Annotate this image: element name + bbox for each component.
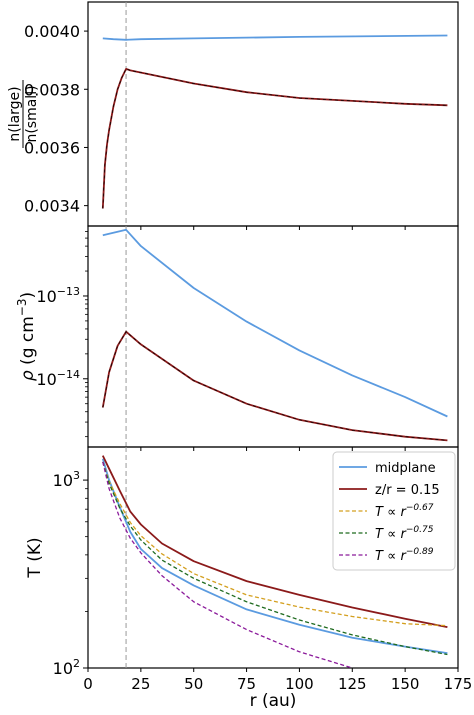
xtick-label: 150 [391,675,420,693]
ytick-label: 0.0036 [24,138,80,157]
xtick-label: 25 [131,675,150,693]
legend-label: T ∝ r−0.89 [375,547,434,564]
ylabel-denominator: n(small) [24,85,40,142]
ylabel-bottom: T (K) [25,537,45,578]
ytick-base: 10 [53,659,73,678]
ytick-label: 103 [53,469,80,490]
legend-label: midplane [375,461,436,476]
series-line-top-1 [101,68,448,209]
ylabel-middle: ρ (g cm−3) [15,292,38,381]
legend-label: T ∝ r−0.75 [375,525,434,542]
xtick-label: 125 [338,675,367,693]
legend-label-base: T ∝ r [375,549,407,564]
ytick-label: 0.0038 [24,80,80,99]
ytick-label: 0.0040 [24,22,80,41]
series-line-bottom-0 [101,458,448,654]
xtick-label: 50 [184,675,203,693]
ytick-exponent: 3 [73,469,80,482]
series-line-bottom-2 [102,461,448,627]
series-line-bottom-4 [102,461,353,669]
series-overlay-middle [102,331,448,441]
ytick-base: 10 [53,471,73,490]
legend-label: z/r = 0.15 [375,483,440,498]
xtick-label: 0 [83,675,93,693]
series-line-middle-1 [101,330,448,442]
legend-label-base: T ∝ r [375,527,407,542]
ylabel-part: ρ [18,370,38,381]
xtick-label: 75 [237,675,256,693]
ytick-base: 10 [36,287,56,306]
xlabel: r (au) [250,691,297,711]
ytick-label: 0.0034 [24,197,80,216]
legend-label-exp: −0.75 [406,525,434,535]
series-line-middle-0 [102,228,448,418]
ytick-exponent: −14 [57,368,80,381]
ytick-label: 102 [53,657,80,678]
legend-label-base: T ∝ r [375,505,407,520]
ytick-exponent: 2 [73,657,80,670]
ylabel-top: n(large) n(small) [7,80,40,148]
ylabel-part: −3 [15,299,29,317]
series-line-bottom-1 [101,455,448,628]
xtick-label: 175 [444,675,473,693]
ytick-base: 10 [36,370,56,389]
legend-label-exp: −0.67 [406,503,434,513]
ylabel-numerator: n(large) [7,86,23,141]
ylabel-part: (g cm [18,316,38,370]
series-line-top-0 [102,34,448,41]
axes-frame-bottom [87,446,459,669]
legend-label: T ∝ r−0.67 [375,503,434,520]
xtick-label: 100 [285,675,314,693]
series-overlay-top [102,68,448,209]
ylabel-part: ) [18,292,38,299]
ytick-exponent: −13 [57,285,80,298]
ytick-label: 10−13 [36,285,80,306]
legend-label-exp: −0.89 [406,547,434,557]
ytick-label: 10−14 [36,368,80,389]
legend-box [332,451,456,571]
